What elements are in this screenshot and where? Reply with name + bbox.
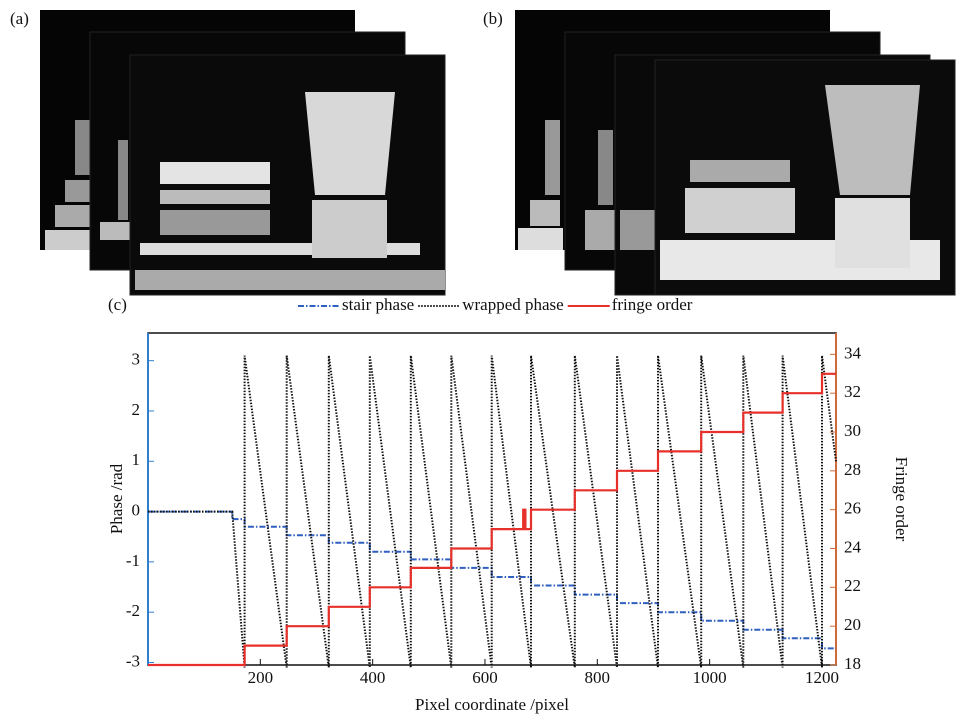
y2-tick-label: 32 (844, 382, 861, 401)
y-tick-label: 1 (132, 450, 141, 469)
x-axis-label: Pixel coordinate /pixel (415, 695, 569, 714)
x-tick-label: 600 (472, 668, 498, 687)
series-line (148, 372, 836, 667)
photo-b (515, 10, 956, 296)
y2-tick-label: 18 (844, 654, 861, 673)
x-tick-label: 200 (248, 668, 274, 687)
photo-a (40, 10, 446, 296)
y-tick-label: -1 (126, 551, 140, 570)
x-tick-label: 1000 (693, 668, 727, 687)
y-axis-label: Phase /rad (107, 463, 126, 534)
y-tick-label: -2 (126, 601, 140, 620)
y-tick-label: 3 (132, 350, 141, 369)
y2-tick-label: 28 (844, 460, 861, 479)
x-tick-label: 400 (360, 668, 386, 687)
y-tick-label: 0 (132, 500, 141, 519)
legend-label: stair phase (342, 295, 414, 314)
y2-tick-label: 22 (844, 576, 861, 595)
legend-label: fringe order (612, 295, 693, 314)
y2-tick-label: 30 (844, 421, 861, 440)
y2-tick-label: 34 (844, 343, 862, 362)
series-line (148, 355, 837, 668)
panel-label: (c) (108, 295, 127, 314)
series-line (148, 510, 836, 650)
legend-label: wrapped phase (462, 295, 564, 314)
x-tick-label: 800 (585, 668, 611, 687)
y2-tick-label: 20 (844, 615, 861, 634)
panel-label: (a) (10, 9, 29, 28)
panel-label: (b) (483, 9, 503, 28)
y-tick-label: -3 (126, 651, 140, 670)
y2-tick-label: 24 (844, 537, 862, 556)
y2-axis-label: Fringe order (892, 457, 911, 542)
y-tick-label: 2 (132, 400, 141, 419)
x-tick-label: 1200 (805, 668, 839, 687)
y2-tick-label: 26 (844, 499, 861, 518)
